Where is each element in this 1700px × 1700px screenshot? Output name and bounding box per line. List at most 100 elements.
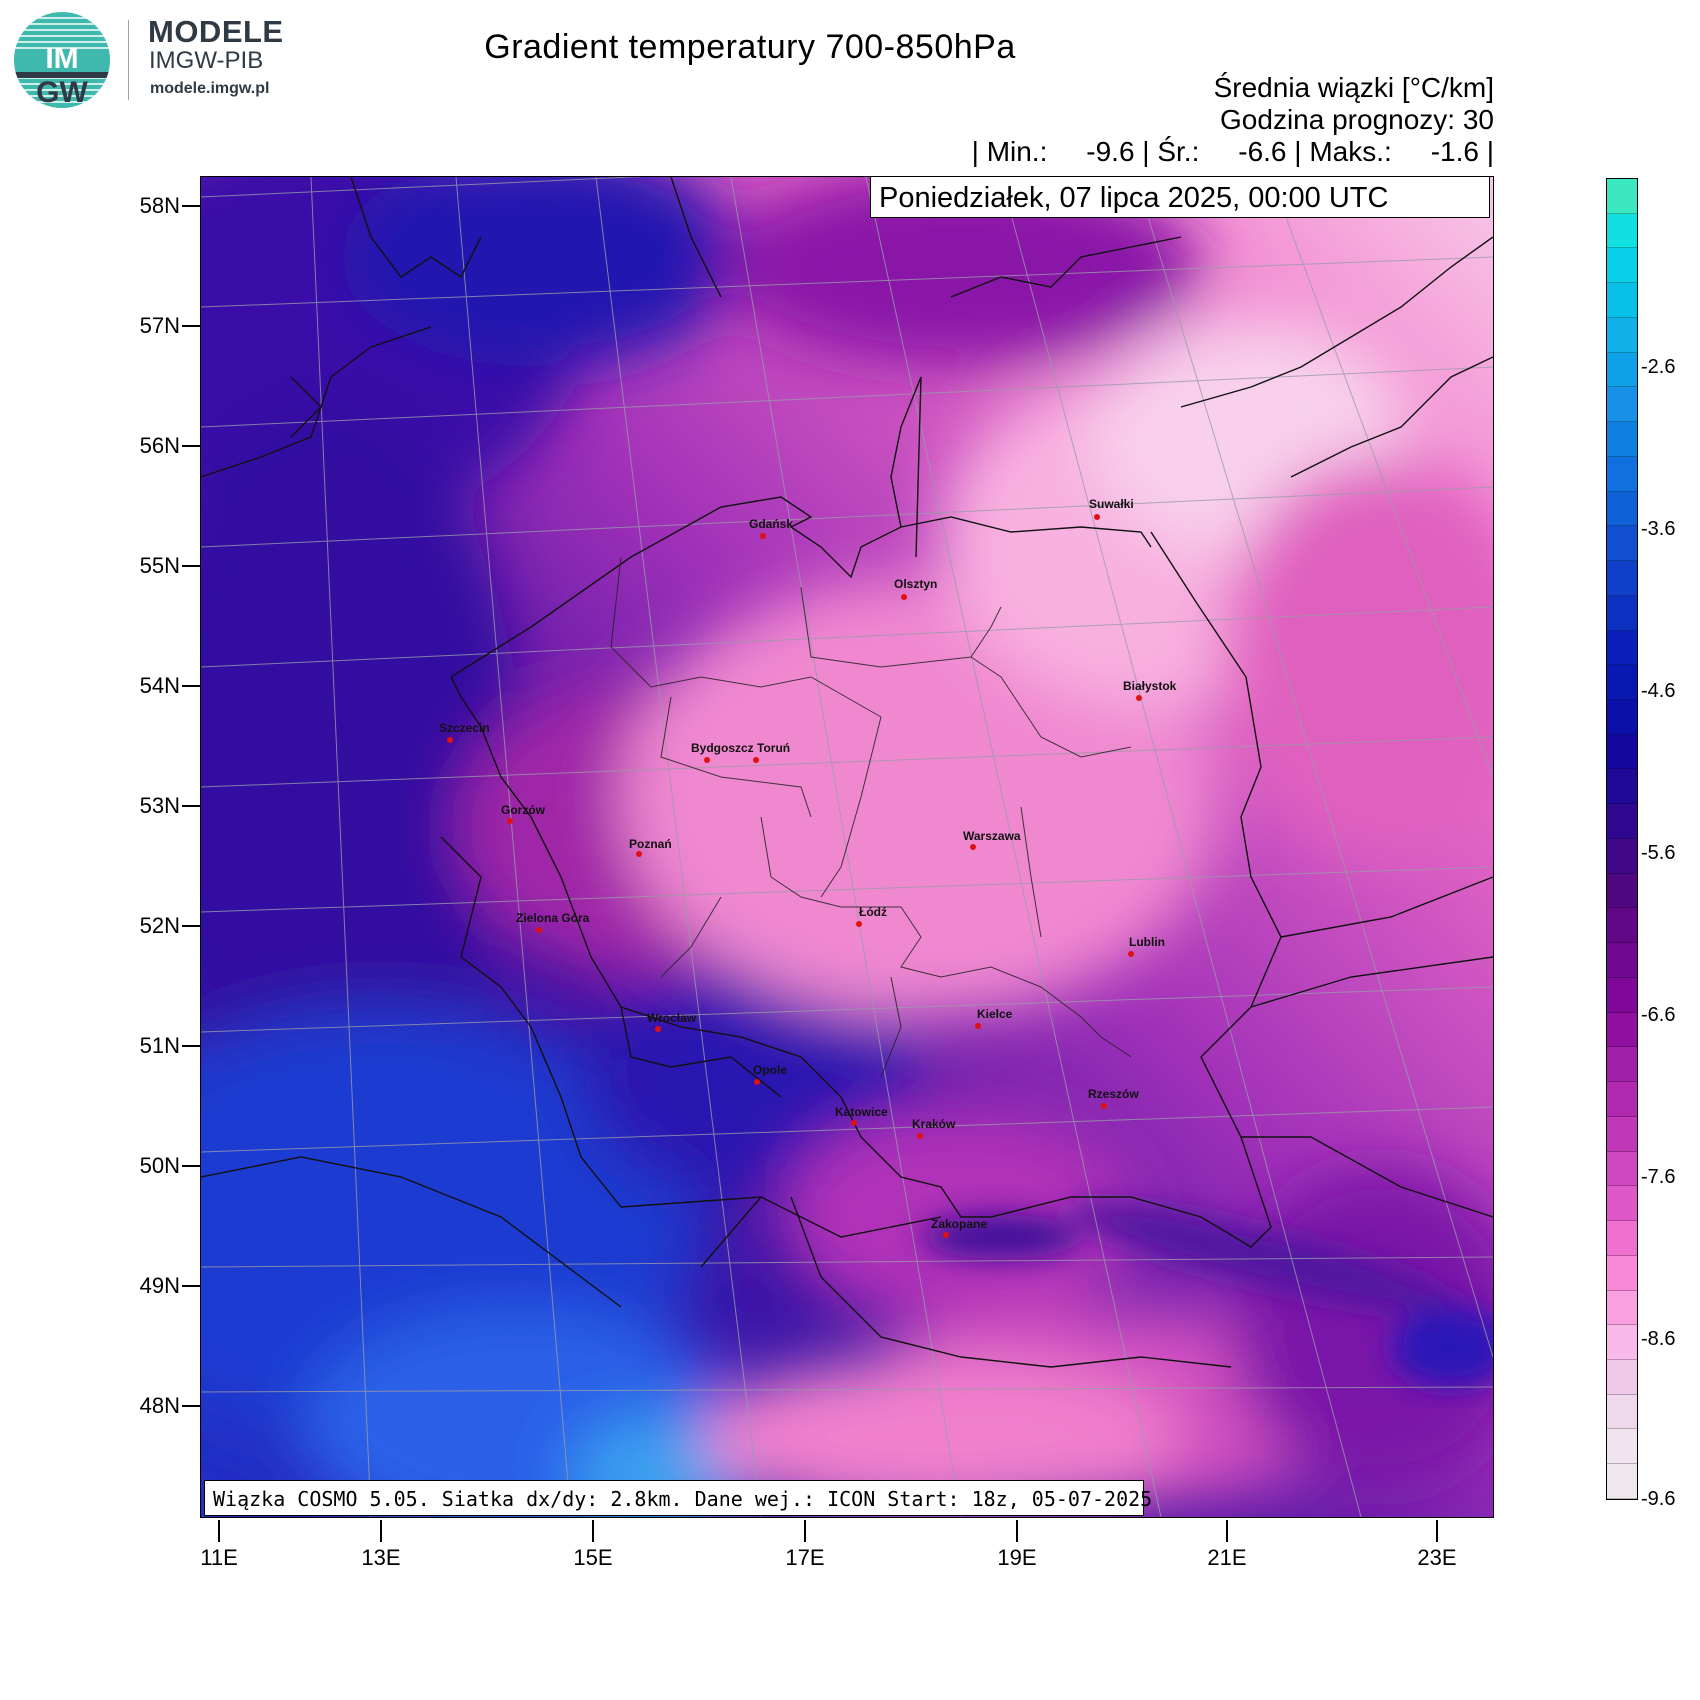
lat-label-49n: 49N [139,1273,180,1298]
colorbar-segment [1607,1151,1637,1187]
lat-label-55n: 55N [139,553,180,578]
lon-tick [380,1520,382,1542]
colorbar-segment [1607,491,1637,527]
city-dot [970,844,976,850]
lon-label-15e: 15E [573,1545,613,1570]
lat-label-54n: 54N [139,673,180,698]
unit-line: Średnia wiązki [°C/km] [1213,72,1494,103]
colorbar-label: -5.6 [1641,842,1676,864]
lat-tick [182,205,200,207]
forecast-hour-line: Godzina prognozy: 30 [1220,104,1494,135]
city-label-gorzow: Gorzów [501,803,545,817]
colorbar-segment [1607,1116,1637,1152]
city-label-olsztyn: Olsztyn [894,577,938,591]
city-label-opole: Opole [753,1063,788,1077]
city-label-lodz: Łódź [859,905,887,919]
lon-label-21e: 21E [1207,1545,1247,1570]
lat-tick [182,445,200,447]
colorbar-segment [1607,422,1637,457]
colorbar-label: -8.6 [1641,1328,1676,1350]
voivodeship-borders [610,556,1132,1078]
colorbar-segment [1607,943,1637,978]
city-label-krakow: Kraków [912,1117,956,1131]
colorbar-segment [1607,804,1637,839]
city-dot [655,1026,661,1032]
colorbar-segment [1607,1290,1637,1326]
colorbar-segment [1607,1186,1637,1222]
city-dot [753,757,759,763]
colorbar-segment [1607,700,1637,735]
city-dot [856,921,862,927]
field-patches [201,177,1493,1517]
colorbar-segment [1607,213,1637,249]
map-title: Gradient temperatury 700-850hPa [484,28,1016,66]
colorbar-segment [1607,1394,1637,1430]
logo-divider [128,20,129,100]
colorbar-segment [1607,317,1637,353]
city-label-zielona-gora: Zielona Góra [516,911,590,925]
city-label-katowice: Katowice [835,1105,888,1119]
borders [201,177,1493,1368]
lat-tick [182,685,200,687]
colorbar-segment [1607,561,1637,596]
lon-label-13e: 13E [361,1545,401,1570]
city-label-bialystok: Białystok [1123,679,1177,693]
lon-tick [804,1520,806,1542]
graticule [201,177,1493,1517]
city-dot [975,1023,981,1029]
city-dot [917,1133,923,1139]
lat-label-48n: 48N [139,1393,180,1418]
imgw-logo: IM GW [14,12,110,109]
lat-label-52n: 52N [139,913,180,938]
colorbar-segment [1607,352,1637,388]
lat-tick [182,1165,200,1167]
lat-tick [182,1045,200,1047]
colorbar-label: -7.6 [1641,1166,1676,1188]
colorbar [1606,178,1638,1500]
colorbar-segment [1607,179,1637,214]
lat-tick [182,925,200,927]
lat-tick [182,1405,200,1407]
colorbar-segment [1607,908,1637,944]
logo-text-top: IM [45,42,78,75]
city-dot [760,533,766,539]
lat-tick [182,805,200,807]
model-info-box: Wiązka COSMO 5.05. Siatka dx/dy: 2.8km. … [204,1480,1152,1516]
brand-url[interactable]: modele.imgw.pl [150,80,270,97]
city-dot [1101,1103,1107,1109]
colorbar-segment [1607,734,1637,770]
city-label-wroclaw: Wrocław [647,1011,697,1025]
colorbar-segment [1607,630,1637,666]
colorbar-segment [1607,456,1637,492]
city-dot [851,1120,857,1126]
colorbar-label: -9.6 [1641,1488,1676,1510]
colorbar-segment [1607,248,1637,284]
colorbar-segment [1607,838,1637,874]
colorbar-segment [1607,1429,1637,1465]
city-dot [536,927,542,933]
lat-label-53n: 53N [139,793,180,818]
colorbar-segment [1607,1325,1637,1360]
lat-label-57n: 57N [139,313,180,338]
stats-line: | Min.: -9.6 | Śr.: -6.6 | Maks.: -1.6 | [971,136,1494,167]
lon-label-11e: 11E [200,1545,238,1570]
colorbar-segment [1607,1255,1637,1291]
colorbar-segment [1607,526,1637,562]
lat-label-51n: 51N [139,1033,180,1058]
field-details [921,1202,1493,1387]
city-dot [636,851,642,857]
map-canvas [201,177,1493,1517]
colorbar-segment [1607,1082,1637,1117]
city-dot [1136,695,1142,701]
colorbar-segment [1607,665,1637,701]
lat-tick [182,1285,200,1287]
colorbar-segment [1607,1359,1637,1395]
city-dot [507,818,513,824]
city-label-warszawa: Warszawa [963,829,1021,843]
colorbar-segment [1607,1221,1637,1256]
city-label-poznan: Poznań [629,837,672,851]
colorbar-label: -6.6 [1641,1004,1676,1026]
brand-subtitle: IMGW-PIB [149,47,264,74]
map-area[interactable]: Gdańsk Olsztyn Suwałki Białystok Szczeci… [200,176,1494,1518]
logo-text-bottom: GW [36,76,88,109]
